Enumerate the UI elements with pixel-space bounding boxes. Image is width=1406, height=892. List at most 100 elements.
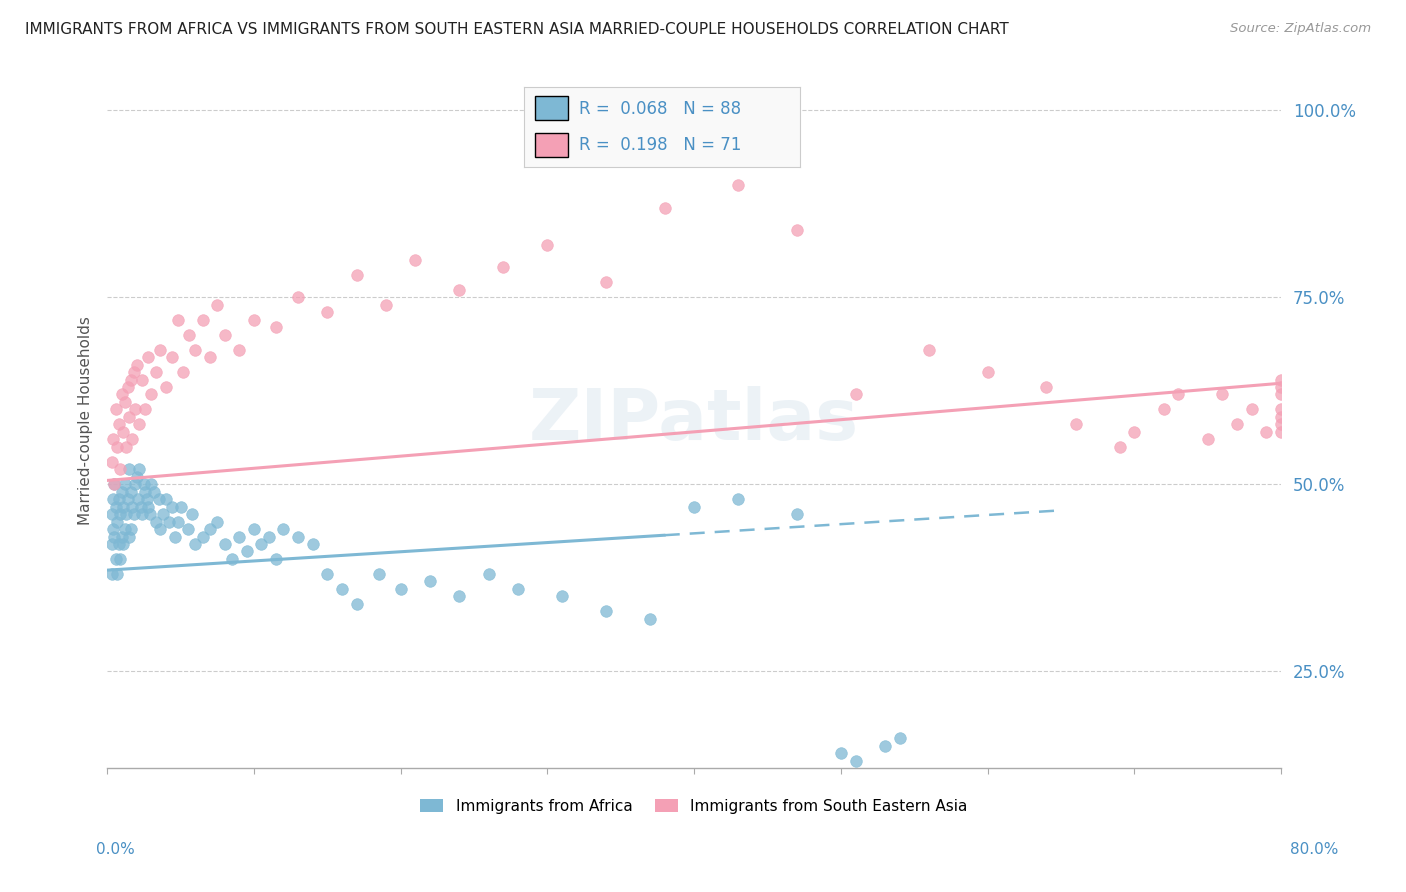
- Point: [108, 537, 131, 551]
- Point: [235, 544, 257, 558]
- Point: [131, 372, 153, 386]
- Point: [346, 268, 368, 282]
- Point: [163, 529, 186, 543]
- Point: [375, 298, 398, 312]
- Point: [115, 440, 138, 454]
- Point: [129, 500, 152, 514]
- Point: [103, 529, 125, 543]
- Point: [100, 537, 122, 551]
- Point: [191, 312, 214, 326]
- Point: [1270, 409, 1292, 424]
- Point: [124, 402, 146, 417]
- Point: [143, 484, 166, 499]
- Point: [287, 529, 309, 543]
- Point: [287, 290, 309, 304]
- Point: [110, 462, 132, 476]
- Point: [122, 507, 145, 521]
- Point: [117, 380, 139, 394]
- Point: [107, 566, 129, 581]
- Point: [100, 507, 122, 521]
- Point: [131, 507, 153, 521]
- Point: [918, 343, 941, 357]
- Point: [389, 582, 412, 596]
- Point: [124, 477, 146, 491]
- Point: [160, 500, 183, 514]
- Point: [118, 529, 141, 543]
- Point: [1153, 402, 1175, 417]
- Point: [148, 492, 170, 507]
- Point: [104, 552, 127, 566]
- Point: [205, 298, 228, 312]
- Point: [638, 612, 661, 626]
- Point: [128, 462, 150, 476]
- Point: [257, 529, 280, 543]
- Point: [145, 515, 167, 529]
- Point: [551, 590, 574, 604]
- Point: [271, 522, 294, 536]
- Point: [198, 522, 221, 536]
- Text: ZIPatlas: ZIPatlas: [529, 386, 859, 455]
- Point: [316, 305, 339, 319]
- Text: Source: ZipAtlas.com: Source: ZipAtlas.com: [1230, 22, 1371, 36]
- Point: [166, 515, 188, 529]
- Point: [1270, 380, 1292, 394]
- Point: [117, 492, 139, 507]
- Point: [110, 507, 132, 521]
- Point: [830, 747, 852, 761]
- Point: [118, 462, 141, 476]
- Point: [127, 492, 149, 507]
- Point: [114, 522, 136, 536]
- Point: [786, 507, 808, 521]
- Point: [120, 522, 142, 536]
- Point: [111, 529, 134, 543]
- Point: [506, 582, 529, 596]
- Point: [155, 492, 177, 507]
- Point: [149, 522, 172, 536]
- Point: [1211, 387, 1233, 401]
- Point: [112, 537, 135, 551]
- Point: [976, 365, 998, 379]
- Point: [136, 500, 159, 514]
- Point: [103, 477, 125, 491]
- Point: [367, 566, 389, 581]
- Point: [157, 515, 180, 529]
- Point: [683, 500, 706, 514]
- Point: [107, 440, 129, 454]
- Point: [1064, 417, 1087, 432]
- Point: [110, 552, 132, 566]
- Point: [134, 402, 156, 417]
- Point: [114, 477, 136, 491]
- Point: [112, 425, 135, 439]
- Point: [264, 320, 287, 334]
- Point: [301, 537, 323, 551]
- Point: [141, 477, 163, 491]
- Point: [221, 552, 243, 566]
- Point: [1270, 417, 1292, 432]
- Point: [595, 604, 617, 618]
- Text: 0.0%: 0.0%: [96, 842, 135, 856]
- Point: [1123, 425, 1146, 439]
- Point: [155, 380, 177, 394]
- Point: [1270, 402, 1292, 417]
- Point: [228, 529, 250, 543]
- Point: [115, 507, 138, 521]
- Point: [101, 433, 124, 447]
- Point: [136, 350, 159, 364]
- Point: [184, 537, 207, 551]
- Point: [191, 529, 214, 543]
- Point: [786, 223, 808, 237]
- Point: [250, 537, 273, 551]
- Point: [536, 238, 558, 252]
- Point: [122, 365, 145, 379]
- Point: [449, 590, 471, 604]
- Point: [160, 350, 183, 364]
- Point: [419, 574, 441, 589]
- Point: [120, 372, 142, 386]
- Point: [138, 507, 160, 521]
- Point: [492, 260, 515, 275]
- Point: [149, 343, 172, 357]
- Point: [128, 417, 150, 432]
- Point: [316, 566, 339, 581]
- Point: [179, 327, 201, 342]
- Point: [132, 477, 155, 491]
